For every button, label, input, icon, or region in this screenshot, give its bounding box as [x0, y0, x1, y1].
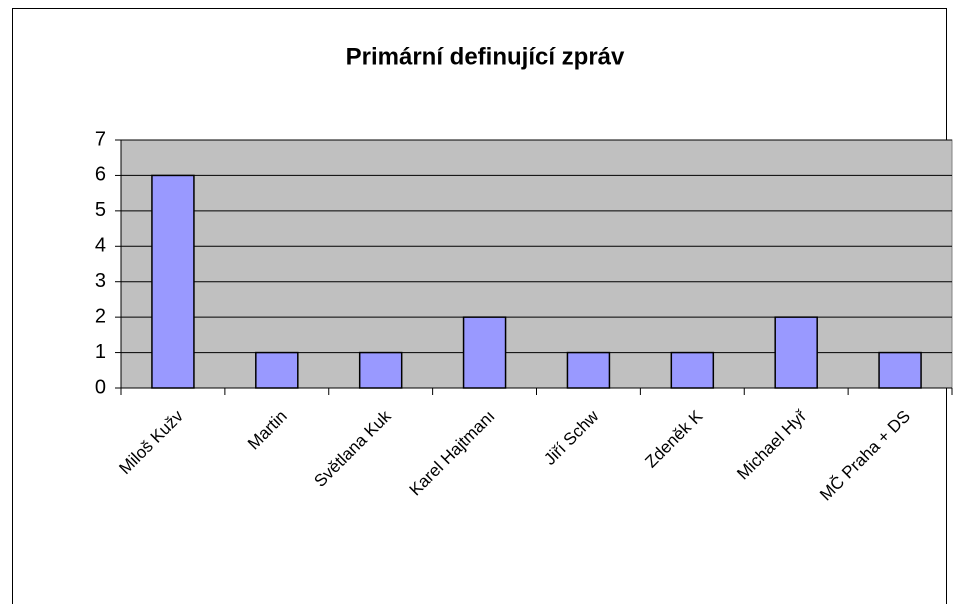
y-tick-label: 2: [95, 305, 106, 327]
bar: [255, 351, 299, 389]
y-tick-label: 6: [95, 164, 106, 186]
bar: [878, 351, 922, 389]
y-tick-label: 1: [95, 341, 106, 363]
bar: [670, 351, 715, 389]
bar: [462, 316, 507, 389]
y-tick-label: 4: [95, 235, 106, 257]
y-tick-label: 5: [95, 199, 106, 221]
bar: [151, 174, 195, 389]
bar: [566, 351, 611, 389]
y-tick-label: 3: [95, 270, 106, 292]
plot-area: [120, 139, 953, 389]
y-tick-label: 7: [95, 128, 106, 150]
bar: [774, 316, 818, 389]
y-tick-label: 0: [95, 376, 106, 398]
chart-title: Primární definující zpráv: [346, 43, 625, 70]
bar: [358, 351, 403, 389]
